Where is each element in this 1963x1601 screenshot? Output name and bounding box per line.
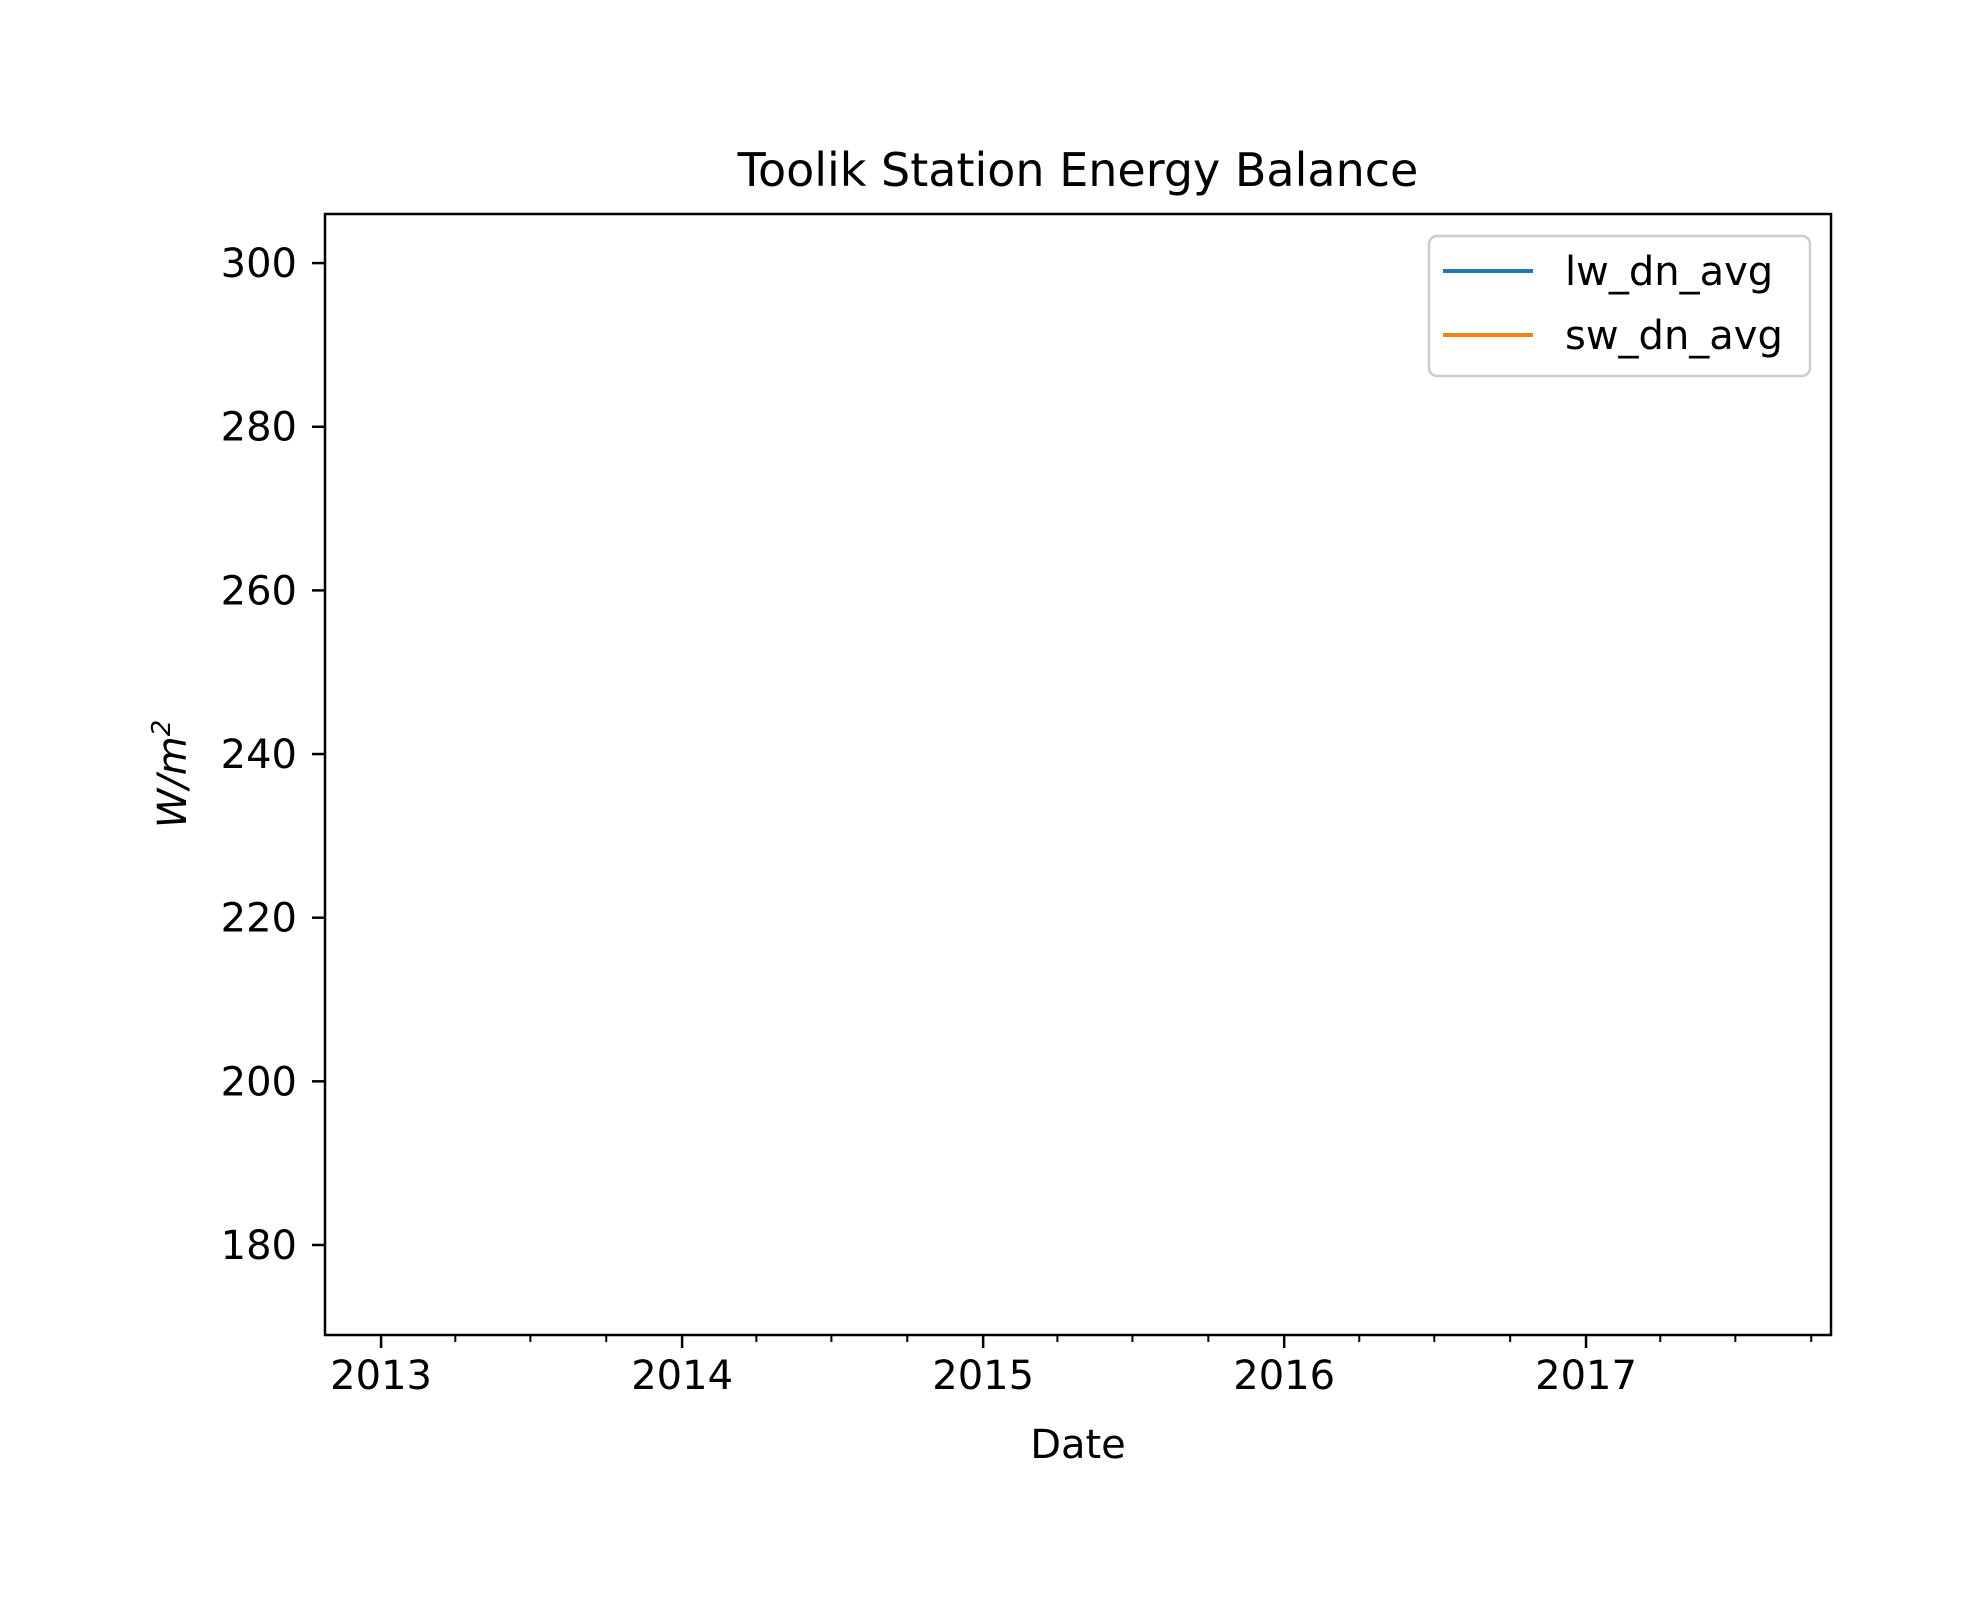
plot-area	[323, 212, 1833, 1337]
y-axis-label-base: W/m	[150, 736, 196, 828]
y-tick-label: 240	[221, 732, 297, 778]
legend-label-lw-dn-avg: lw_dn_avg	[1565, 249, 1773, 295]
legend-label-sw-dn-avg: sw_dn_avg	[1565, 313, 1783, 359]
y-axis-label-superscript: 2	[147, 720, 177, 737]
x-axis: 2013 2014 2015 2016 2017	[330, 1335, 1813, 1399]
y-tick-label: 300	[221, 241, 297, 287]
legend: lw_dn_avg sw_dn_avg	[1427, 234, 1812, 378]
x-tick-label: 2016	[1233, 1353, 1335, 1399]
x-axis-label: Date	[1030, 1422, 1126, 1468]
chart-title: Toolik Station Energy Balance	[737, 143, 1419, 197]
x-tick-label: 2015	[932, 1353, 1034, 1399]
y-axis-label: W/m2	[147, 720, 196, 829]
y-tick-label: 260	[221, 568, 297, 614]
y-tick-label: 280	[221, 405, 297, 451]
plot-frame	[323, 212, 1833, 1337]
x-tick-label: 2017	[1535, 1353, 1637, 1399]
y-tick-label: 180	[221, 1223, 297, 1269]
x-tick-label: 2014	[631, 1353, 733, 1399]
plot-background	[325, 214, 1831, 1335]
y-axis: 180 200 220 240 260 280 300	[221, 241, 325, 1269]
x-tick-label: 2013	[330, 1353, 432, 1399]
y-tick-label: 200	[221, 1059, 297, 1105]
y-tick-label: 220	[221, 896, 297, 942]
